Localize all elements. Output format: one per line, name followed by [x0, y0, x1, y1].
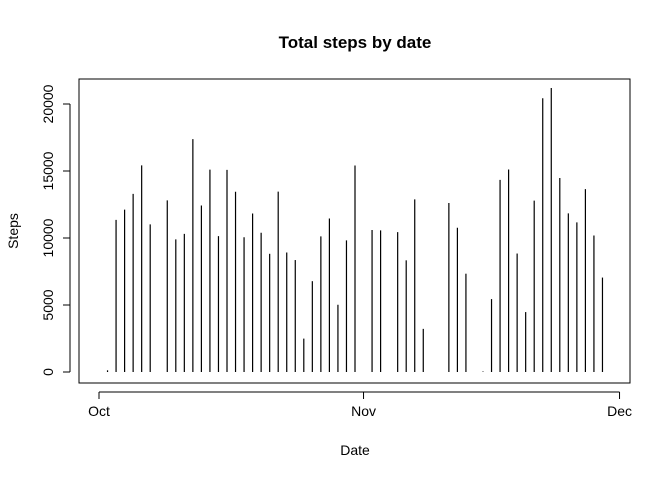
y-tick-label: 20000 [40, 84, 56, 123]
y-tick-label: 0 [40, 368, 56, 376]
y-tick-label: 10000 [40, 218, 56, 257]
plot-frame [78, 78, 631, 384]
x-tick-label: Nov [351, 403, 376, 419]
y-tick-label: 5000 [40, 289, 56, 320]
x-tick-label: Oct [88, 403, 110, 419]
x-tick-label: Dec [607, 403, 632, 419]
bars [106, 88, 604, 372]
chart-title: Total steps by date [279, 33, 432, 52]
x-axis: Oct Nov Dec [88, 391, 632, 419]
y-axis-label: Steps [5, 213, 21, 249]
y-tick-label: 15000 [40, 151, 56, 190]
y-axis: 0 5000 10000 15000 20000 [40, 84, 71, 376]
x-axis-label: Date [340, 442, 370, 458]
